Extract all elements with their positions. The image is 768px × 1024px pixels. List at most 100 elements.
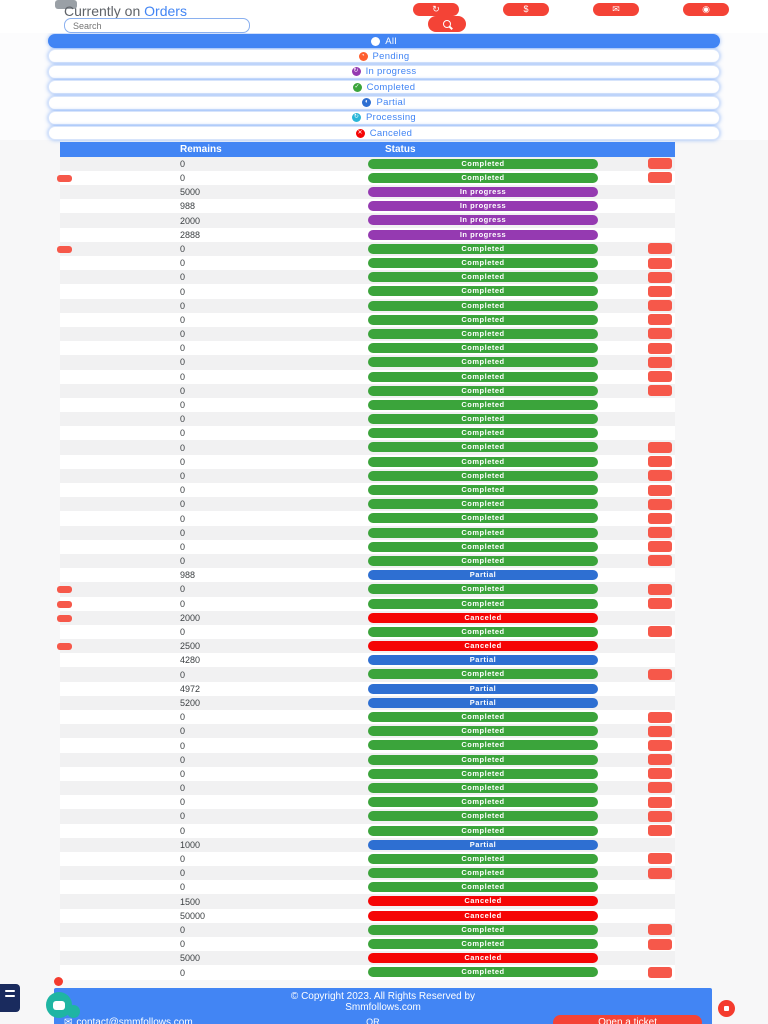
cancel-order-button[interactable]: [648, 725, 672, 737]
cancel-order-button[interactable]: [648, 754, 672, 766]
cancel-order-button[interactable]: [648, 342, 672, 354]
cancel-order-button[interactable]: [648, 739, 672, 751]
cancel-order-button[interactable]: [648, 583, 672, 595]
filter-all[interactable]: All: [48, 34, 720, 48]
cancel-order-button[interactable]: [648, 782, 672, 794]
cancel-order-button[interactable]: [648, 385, 672, 397]
refill-button[interactable]: [57, 174, 72, 182]
cancel-order-button[interactable]: [648, 768, 672, 780]
power-button[interactable]: ◉: [683, 3, 729, 16]
cancel-order-button[interactable]: [648, 711, 672, 723]
refill-button[interactable]: [57, 600, 72, 608]
menu-icon[interactable]: [55, 0, 77, 9]
table-row: 0 Completed: [60, 313, 675, 327]
filter-pending[interactable]: ◔ Pending: [48, 49, 720, 64]
filter-processing[interactable]: ↻ Processing: [48, 110, 720, 125]
refill-button[interactable]: [57, 614, 72, 622]
cancel-order-button[interactable]: [648, 257, 672, 269]
refresh-button[interactable]: ↻: [413, 3, 459, 16]
table-row: 0 Completed: [60, 383, 675, 398]
cancel-order-button[interactable]: [648, 966, 672, 978]
remains-cell: 2888: [180, 229, 201, 240]
cancel-order-button[interactable]: [648, 285, 672, 297]
table-row: 2000 In progress: [60, 213, 675, 228]
funds-button[interactable]: $: [503, 3, 549, 16]
table-row: 988 In progress: [60, 199, 675, 213]
power-icon: ◉: [702, 4, 710, 14]
floating-alert-button[interactable]: [718, 1000, 735, 1017]
remains-cell: 0: [180, 882, 186, 893]
cancel-order-button[interactable]: [648, 867, 672, 879]
cancel-order-button[interactable]: [648, 172, 672, 184]
cancel-order-button[interactable]: [648, 456, 672, 468]
refill-button[interactable]: [57, 245, 72, 253]
refill-button[interactable]: [57, 643, 72, 651]
page-title: Currently on Orders: [64, 3, 187, 19]
cancel-order-button[interactable]: [648, 796, 672, 808]
search-icon: [443, 20, 451, 28]
cancel-order-button[interactable]: [648, 924, 672, 936]
remains-cell: 0: [180, 712, 186, 723]
refill-button[interactable]: [57, 586, 72, 594]
cancel-order-button[interactable]: [648, 555, 672, 567]
filter-partial[interactable]: ◐ Partial: [48, 95, 720, 110]
filter-canceled[interactable]: ✕ Canceled: [48, 126, 720, 141]
cancel-order-button[interactable]: [648, 541, 672, 553]
status-badge: Completed: [368, 768, 598, 779]
orders-link[interactable]: Orders: [144, 3, 187, 19]
mail-button[interactable]: ✉: [593, 3, 639, 16]
cancel-order-button[interactable]: [648, 512, 672, 524]
cancel-order-button[interactable]: [648, 356, 672, 368]
cancel-order-button[interactable]: [648, 498, 672, 510]
status-badge: Completed: [368, 584, 598, 595]
cancel-order-button[interactable]: [648, 470, 672, 482]
table-row: 2000 Canceled: [57, 610, 675, 625]
status-filter-label: Canceled: [369, 127, 413, 139]
cancel-order-button[interactable]: [648, 243, 672, 255]
cancel-order-button[interactable]: [648, 626, 672, 638]
cancel-order-button[interactable]: [648, 598, 672, 610]
remains-cell: 0: [180, 272, 186, 283]
cancel-order-button[interactable]: [648, 527, 672, 539]
cancel-order-button[interactable]: [648, 484, 672, 496]
remains-cell: 0: [180, 811, 186, 822]
table-row: 0 Completed: [60, 326, 675, 342]
status-badge: Completed: [368, 882, 598, 893]
open-ticket-button[interactable]: Open a ticket: [553, 1014, 702, 1024]
status-filter-label: All: [385, 35, 397, 47]
filter-in-progress[interactable]: ↻ In progress: [48, 64, 720, 79]
table-row: 0 Completed: [60, 625, 675, 639]
remains-cell: 0: [180, 173, 186, 184]
cancel-order-button[interactable]: [648, 158, 672, 170]
cancel-order-button[interactable]: [648, 441, 672, 453]
remains-cell: 0: [180, 868, 186, 879]
status-badge: Completed: [368, 485, 598, 496]
cancel-order-button[interactable]: [648, 271, 672, 283]
status-badge: Completed: [368, 428, 598, 439]
cancel-order-button[interactable]: [648, 328, 672, 340]
status-badge: Completed: [368, 541, 598, 552]
cancel-order-button[interactable]: [648, 300, 672, 312]
cancel-order-button[interactable]: [648, 938, 672, 950]
cancel-order-button[interactable]: [648, 825, 672, 837]
status-badge: Completed: [368, 669, 598, 680]
chat-mini-button[interactable]: [67, 1005, 80, 1018]
contact-email[interactable]: ✉ contact@smmfollows.com: [64, 1017, 193, 1024]
table-row: 1500 Canceled: [60, 894, 675, 909]
remains-cell: 0: [180, 357, 186, 368]
cancel-order-button[interactable]: [648, 810, 672, 822]
cancel-order-button[interactable]: [648, 371, 672, 383]
table-row: 0 Completed: [57, 597, 675, 611]
cancel-order-button[interactable]: [648, 668, 672, 680]
search-input[interactable]: [64, 18, 250, 33]
feedback-tab[interactable]: [0, 984, 20, 1012]
search-button[interactable]: [428, 16, 466, 32]
status-badge: Completed: [368, 853, 598, 864]
table-row: 0 Completed: [60, 525, 675, 540]
cancel-order-button[interactable]: [648, 853, 672, 865]
table-row: 0 Completed: [60, 738, 675, 752]
cancel-order-button[interactable]: [648, 314, 672, 326]
remains-cell: 0: [180, 428, 186, 439]
filter-completed[interactable]: ✓ Completed: [48, 80, 720, 95]
status-badge: Completed: [368, 513, 598, 524]
